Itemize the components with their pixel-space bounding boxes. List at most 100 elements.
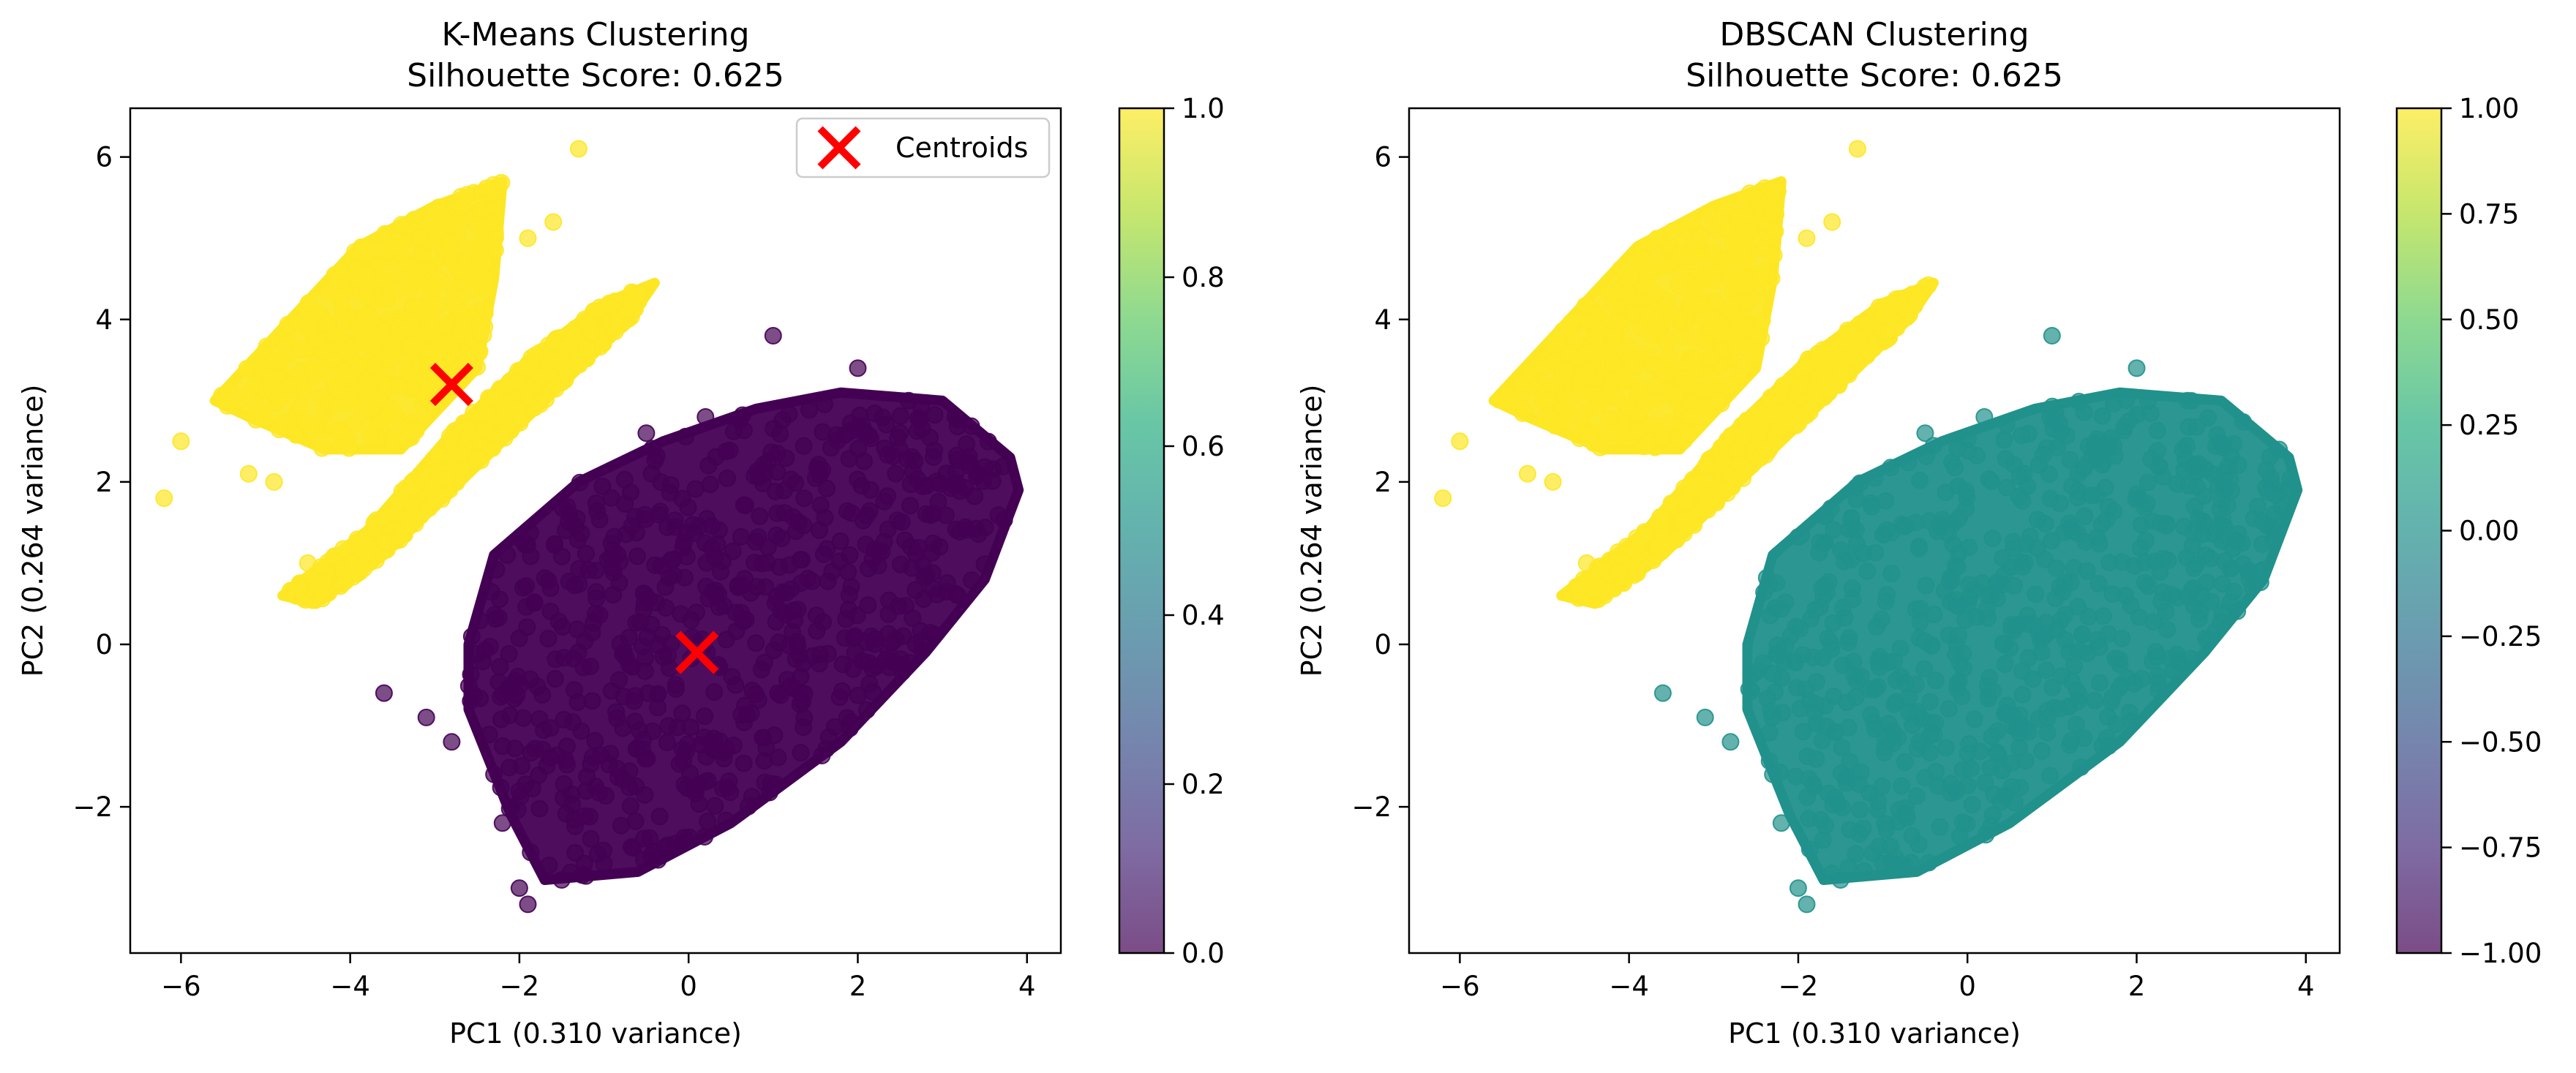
- scatter-point: [1734, 426, 1751, 445]
- scatter-point: [740, 797, 757, 816]
- scatter-point: [326, 351, 345, 369]
- scatter-point: [1876, 738, 1894, 756]
- scatter-point: [1920, 744, 1939, 761]
- scatter-point: [2148, 421, 2166, 440]
- scatter-point: [1770, 646, 1788, 664]
- colorbar-tick-label: 0.25: [2459, 410, 2519, 441]
- scatter-point: [963, 571, 980, 590]
- scatter-point: [1619, 398, 1637, 416]
- scatter-point: [1697, 456, 1716, 474]
- legend-centroid-marker: [817, 126, 861, 170]
- scatter-point: [555, 710, 573, 728]
- scatter-point: [1765, 186, 1783, 203]
- scatter-point: [552, 871, 571, 889]
- scatter-point: [840, 586, 858, 604]
- scatter-point: [1841, 821, 1859, 839]
- x-tick-label: 2: [849, 971, 867, 1002]
- scatter-point: [555, 649, 573, 667]
- scatter-point: [636, 505, 654, 524]
- scatter-point: [2102, 693, 2120, 711]
- scatter-point: [477, 406, 495, 424]
- scatter-point: [994, 457, 1012, 475]
- scatter-point: [1989, 745, 2008, 763]
- scatter-point: [1562, 313, 1580, 331]
- scatter-point: [358, 545, 376, 563]
- scatter-point: [2225, 435, 2243, 453]
- scatter-point: [1855, 862, 1873, 880]
- scatter-point: [833, 682, 851, 700]
- scatter-point: [814, 545, 833, 563]
- scatter-point: [2119, 413, 2138, 430]
- scatter-point: [1745, 665, 1763, 683]
- scatter-point: [2013, 685, 2032, 704]
- scatter-point: [492, 173, 511, 192]
- scatter-point: [519, 895, 537, 914]
- scatter-point: [375, 534, 393, 551]
- scatter-point: [500, 799, 519, 818]
- scatter-point: [726, 676, 745, 694]
- scatter-point: [735, 713, 754, 731]
- scatter-point: [1623, 358, 1641, 376]
- scatter-point: [1910, 835, 1928, 854]
- scatter-point: [1815, 534, 1833, 552]
- scatter-point: [2136, 573, 2154, 592]
- scatter-point: [463, 347, 481, 365]
- scatter-point: [1738, 338, 1756, 356]
- scatter-point: [1958, 489, 1976, 507]
- scatter-point: [471, 324, 489, 342]
- cluster-0: [375, 327, 1024, 914]
- scatter-point: [949, 410, 967, 429]
- scatter-point: [500, 680, 519, 699]
- scatter-point: [1590, 396, 1607, 414]
- scatter-point: [1915, 660, 1934, 678]
- scatter-point: [587, 583, 605, 601]
- scatter-point: [344, 554, 362, 572]
- scatter-point: [701, 475, 719, 494]
- scatter-point: [1946, 557, 1964, 575]
- scatter-point: [1646, 285, 1664, 303]
- scatter-point: [1931, 818, 1949, 836]
- scatter-point: [1603, 372, 1621, 390]
- scatter-point: [1721, 377, 1740, 394]
- scatter-point: [2281, 470, 2299, 488]
- scatter-point: [2040, 465, 2058, 483]
- scatter-point: [1680, 425, 1698, 443]
- scatter-point: [451, 304, 470, 321]
- scatter-point: [1808, 673, 1826, 691]
- scatter-point: [1916, 424, 1934, 443]
- scatter-point: [2070, 641, 2089, 660]
- scatter-point: [1831, 871, 1850, 889]
- scatter-point: [890, 655, 908, 674]
- scatter-point: [791, 695, 809, 713]
- scatter-point: [770, 558, 789, 576]
- scatter-point: [1950, 626, 1968, 644]
- scatter-point: [480, 726, 498, 744]
- scatter-point: [1628, 561, 1646, 579]
- cluster-1: [155, 140, 660, 609]
- y-axis-ticks: −2 0 2 4 6: [1351, 142, 1409, 823]
- scatter-point: [1686, 350, 1705, 368]
- scatter-point: [1798, 229, 1816, 247]
- scatter-point: [1994, 549, 2012, 567]
- scatter-point: [1839, 718, 1858, 737]
- scatter-point: [1866, 469, 1884, 487]
- scatter-point: [823, 562, 841, 581]
- scatter-point: [1980, 470, 1998, 488]
- scatter-point: [646, 556, 664, 574]
- scatter-point: [1569, 579, 1588, 597]
- scatter-point: [401, 517, 419, 535]
- scatter-point: [800, 401, 819, 419]
- scatter-point: [1807, 750, 1825, 768]
- scatter-point: [438, 470, 457, 488]
- scatter-point: [791, 551, 809, 569]
- x-axis-label: PC1 (0.310 variance): [449, 1017, 742, 1050]
- scatter-point: [666, 676, 685, 694]
- scatter-point: [1823, 213, 1841, 231]
- scatter-point: [525, 594, 544, 612]
- scatter-point: [1907, 676, 1925, 694]
- scatter-point: [566, 844, 585, 862]
- scatter-point: [1718, 197, 1736, 216]
- scatter-point: [2055, 523, 2073, 541]
- scatter-point: [2234, 413, 2252, 431]
- scatter-point: [2093, 456, 2111, 474]
